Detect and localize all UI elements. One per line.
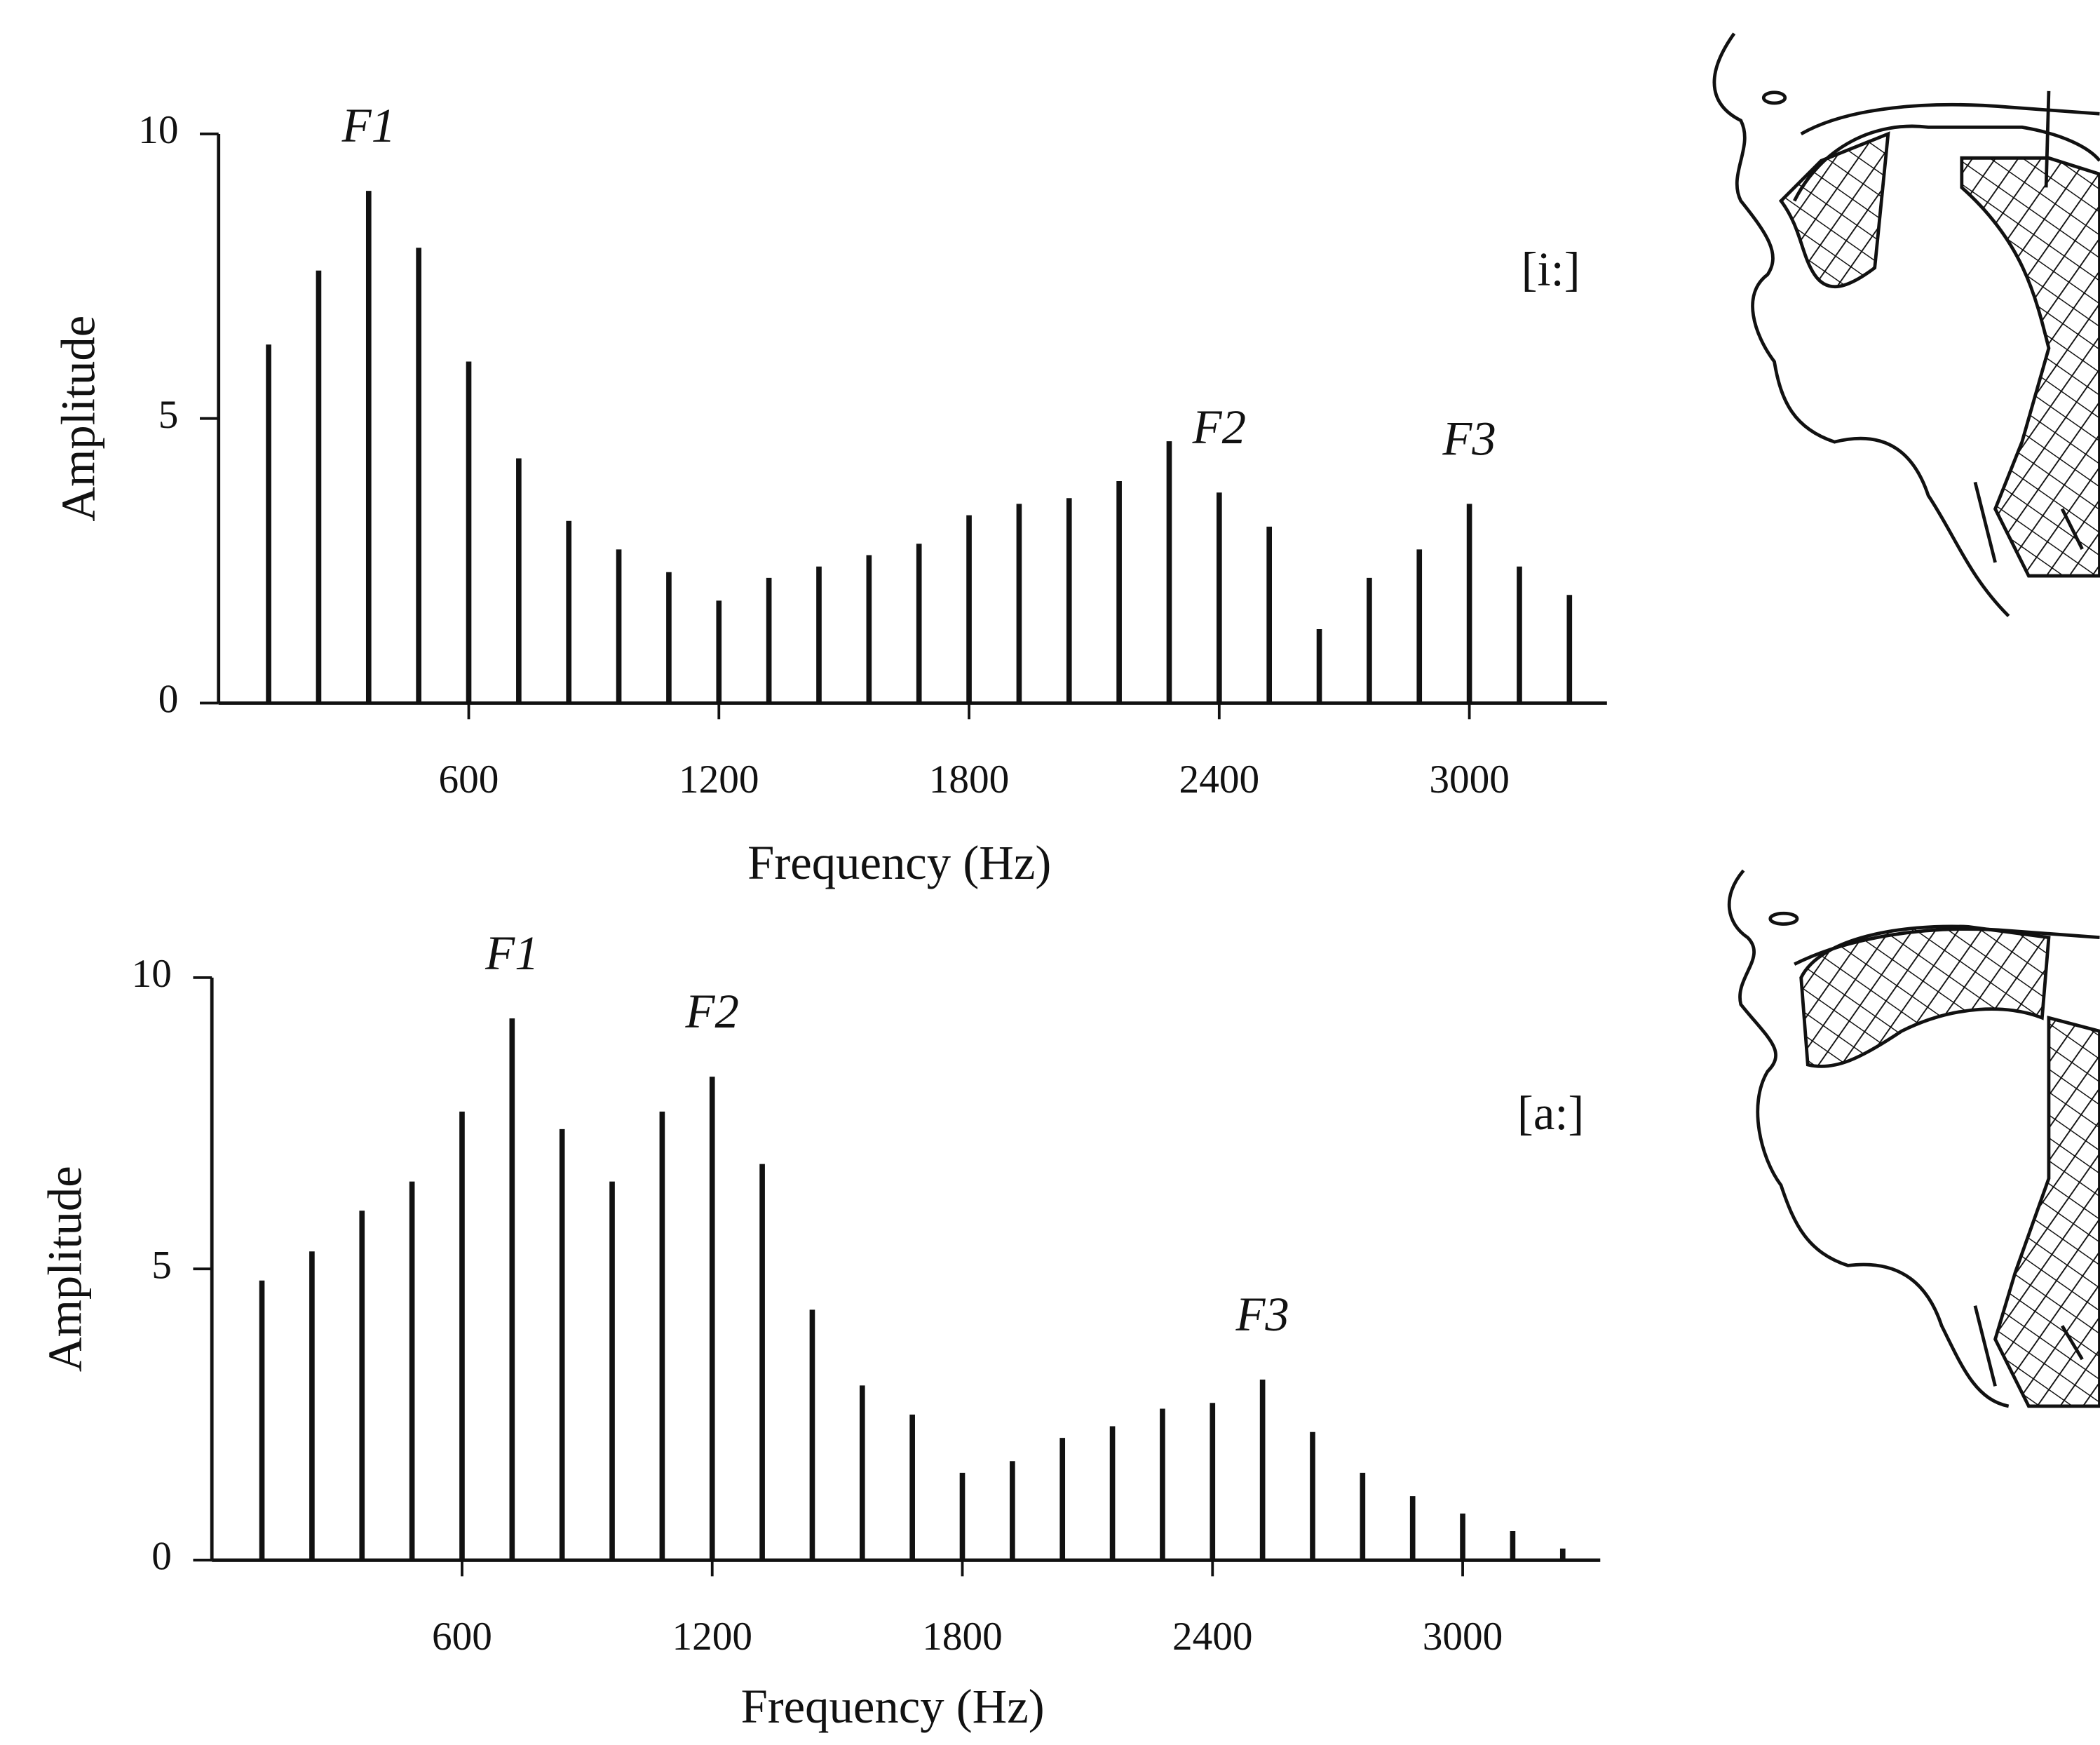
y-axis-title: Amplitude bbox=[39, 1166, 92, 1372]
x-tick-label: 2400 bbox=[1179, 757, 1260, 802]
vowel-label: [a:] bbox=[1517, 1086, 1584, 1140]
vocal-tract-i bbox=[1712, 32, 2100, 618]
y-tick-label: 10 bbox=[132, 952, 172, 996]
vocal-tract-a bbox=[1727, 869, 2100, 1408]
x-tick-label: 1800 bbox=[929, 757, 1010, 802]
x-tick-label: 2400 bbox=[1172, 1615, 1253, 1659]
x-tick-label: 1800 bbox=[922, 1615, 1003, 1659]
y-tick-label: 5 bbox=[151, 1243, 172, 1287]
x-axis-title: Frequency (Hz) bbox=[741, 1680, 1045, 1733]
formant-label: F3 bbox=[1235, 1288, 1289, 1341]
formant-label: F2 bbox=[685, 985, 739, 1038]
formant-label: F1 bbox=[485, 927, 538, 980]
y-tick-label: 0 bbox=[151, 1535, 172, 1579]
x-tick-label: 3000 bbox=[1423, 1615, 1503, 1659]
x-tick-label: 600 bbox=[439, 757, 499, 802]
x-tick-label: 1200 bbox=[672, 1615, 752, 1659]
x-tick-label: 3000 bbox=[1429, 757, 1510, 802]
x-tick-label: 600 bbox=[432, 1615, 492, 1659]
x-tick-label: 1200 bbox=[679, 757, 759, 802]
formant-label: F2 bbox=[1192, 400, 1246, 454]
y-axis-title: Amplitude bbox=[52, 316, 105, 522]
x-axis-title: Frequency (Hz) bbox=[747, 836, 1051, 889]
panel: 0 5 10 600 1200 1800 2400 3000 F1 F2 F3 [a:] Frequen… bbox=[39, 927, 1601, 1733]
y-tick-label: 5 bbox=[158, 393, 179, 437]
y-tick-label: 0 bbox=[158, 678, 179, 722]
y-tick-label: 10 bbox=[138, 108, 178, 152]
vowel-label: [i:] bbox=[1522, 243, 1580, 296]
formant-label: F3 bbox=[1442, 412, 1496, 465]
panel: 0 5 10 600 1200 1800 2400 3000 F1 F2 F3 [i:] Frequen… bbox=[52, 99, 1607, 889]
formant-label: F1 bbox=[341, 99, 395, 152]
